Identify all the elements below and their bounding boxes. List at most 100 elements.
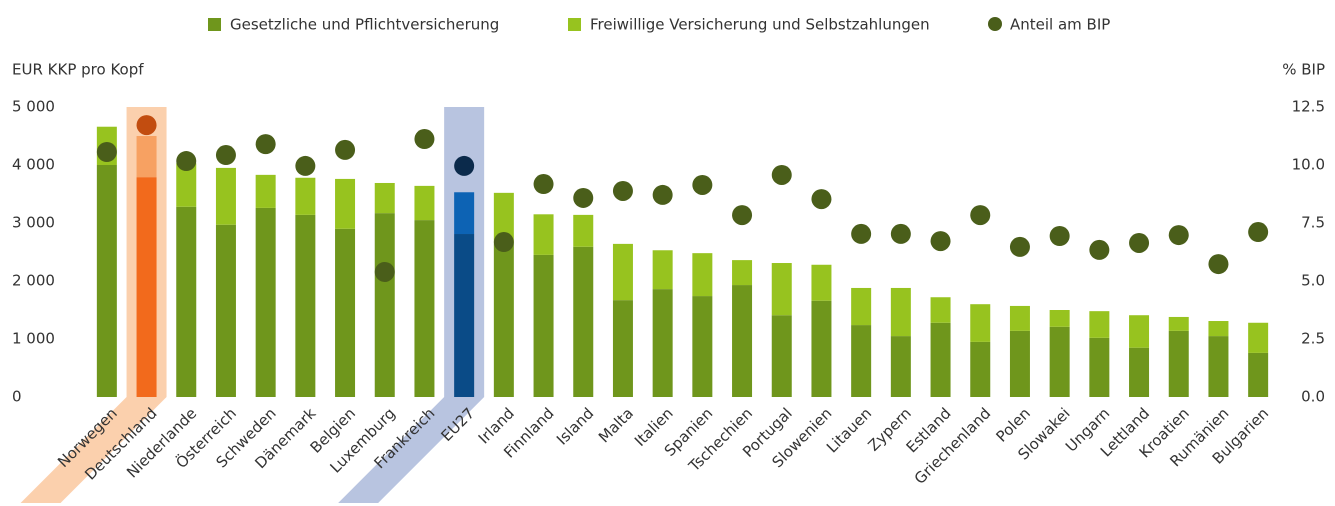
bar-segment [1248, 322, 1269, 353]
bar-segment [970, 304, 991, 342]
dot [136, 115, 157, 136]
y2-tick-label: 10.0 [1292, 156, 1325, 174]
bar-segment [295, 177, 316, 215]
bar-segment [1009, 330, 1030, 397]
dot [970, 205, 991, 226]
bar-segment [215, 224, 236, 397]
dot [1009, 236, 1030, 257]
y-tick-label: 5 000 [12, 98, 55, 116]
bar-segment [255, 207, 276, 397]
x-tick-label: Malta [595, 404, 637, 446]
dot [1168, 225, 1189, 246]
dot [215, 145, 236, 166]
y2-tick-label: 7.5 [1301, 214, 1325, 232]
y-axis-title: EUR KKP pro Kopf [12, 61, 144, 79]
bar-segment [890, 287, 911, 337]
dot [255, 134, 276, 155]
y-tick-label: 0 [12, 388, 22, 406]
y-tick-label: 1 000 [12, 330, 55, 348]
dot [890, 223, 911, 244]
dot [692, 174, 713, 195]
bar-segment [771, 315, 792, 397]
bar-segment [612, 300, 633, 397]
bar-segment [970, 341, 991, 397]
bar-segment [1129, 315, 1150, 348]
dot [374, 261, 395, 282]
legend-swatch [988, 17, 1002, 31]
bar-segment [692, 296, 713, 397]
bar-segment [1089, 337, 1110, 397]
dot [533, 174, 554, 195]
bar-segment [136, 177, 157, 397]
bar-segment [930, 322, 951, 397]
x-tick-label: Litauen [823, 404, 875, 456]
bar-segment [1168, 330, 1189, 397]
bar-segment [335, 178, 356, 229]
dot [1208, 254, 1229, 275]
x-label-group: Malta [595, 404, 637, 446]
bar-segment [176, 206, 197, 397]
bar-segment [1208, 336, 1229, 397]
bar-segment [573, 214, 594, 247]
dot [732, 205, 753, 226]
bar-segment [96, 165, 117, 397]
bar-segment [454, 192, 475, 235]
y2-tick-label: 12.5 [1292, 98, 1325, 116]
dot [811, 189, 832, 210]
bar-segment [1009, 305, 1030, 331]
dot [414, 129, 435, 150]
bar-segment [652, 289, 673, 397]
bar-segment [454, 234, 475, 397]
bar-segment [493, 243, 514, 397]
highlight-band-label [20, 397, 167, 503]
dot [1248, 222, 1269, 243]
bar-segment [732, 285, 753, 397]
bar-segment [851, 287, 872, 326]
bar-segment [811, 300, 832, 397]
bar-segment [374, 182, 395, 214]
dot [295, 155, 316, 176]
bar-segment [811, 264, 832, 301]
bar-segment [1049, 310, 1070, 327]
bar-segment [533, 254, 554, 397]
dot [851, 223, 872, 244]
bar-segment [890, 336, 911, 397]
bar-segment [612, 243, 633, 301]
y-tick-label: 3 000 [12, 214, 55, 232]
dot [493, 232, 514, 253]
bar-segment [414, 220, 435, 397]
dot [454, 155, 475, 176]
dot [176, 151, 197, 172]
bar-segment [1168, 316, 1189, 331]
bar-segment [1129, 347, 1150, 397]
legend-label: Freiwillige Versicherung und Selbstzahlu… [590, 16, 930, 34]
bar-segment [732, 260, 753, 286]
bar-segment [1049, 326, 1070, 397]
bar-segment [255, 174, 276, 208]
bar-segment [652, 250, 673, 290]
legend-swatch [568, 18, 581, 31]
bar-segment [136, 136, 157, 178]
dot [96, 142, 117, 163]
bar-segment [493, 192, 514, 244]
y-tick-label: 2 000 [12, 272, 55, 290]
dot [652, 184, 673, 205]
dot [1089, 239, 1110, 260]
bar-segment [374, 213, 395, 397]
dot [771, 164, 792, 185]
bar-segment [692, 253, 713, 297]
bar-segment [573, 246, 594, 397]
bar-segment [215, 167, 236, 225]
bar-segment [1208, 321, 1229, 337]
legend-label: Gesetzliche und Pflichtversicherung [230, 16, 499, 34]
bar-segment [851, 325, 872, 397]
bar-segment [1089, 311, 1110, 338]
dot [335, 139, 356, 160]
bar-segment [176, 163, 197, 207]
bar-segment [533, 214, 554, 255]
y2-axis-title: % BIP [1282, 61, 1325, 79]
legend-label: Anteil am BIP [1010, 16, 1110, 34]
dot [930, 231, 951, 252]
dot [573, 187, 594, 208]
bar-segment [930, 297, 951, 323]
